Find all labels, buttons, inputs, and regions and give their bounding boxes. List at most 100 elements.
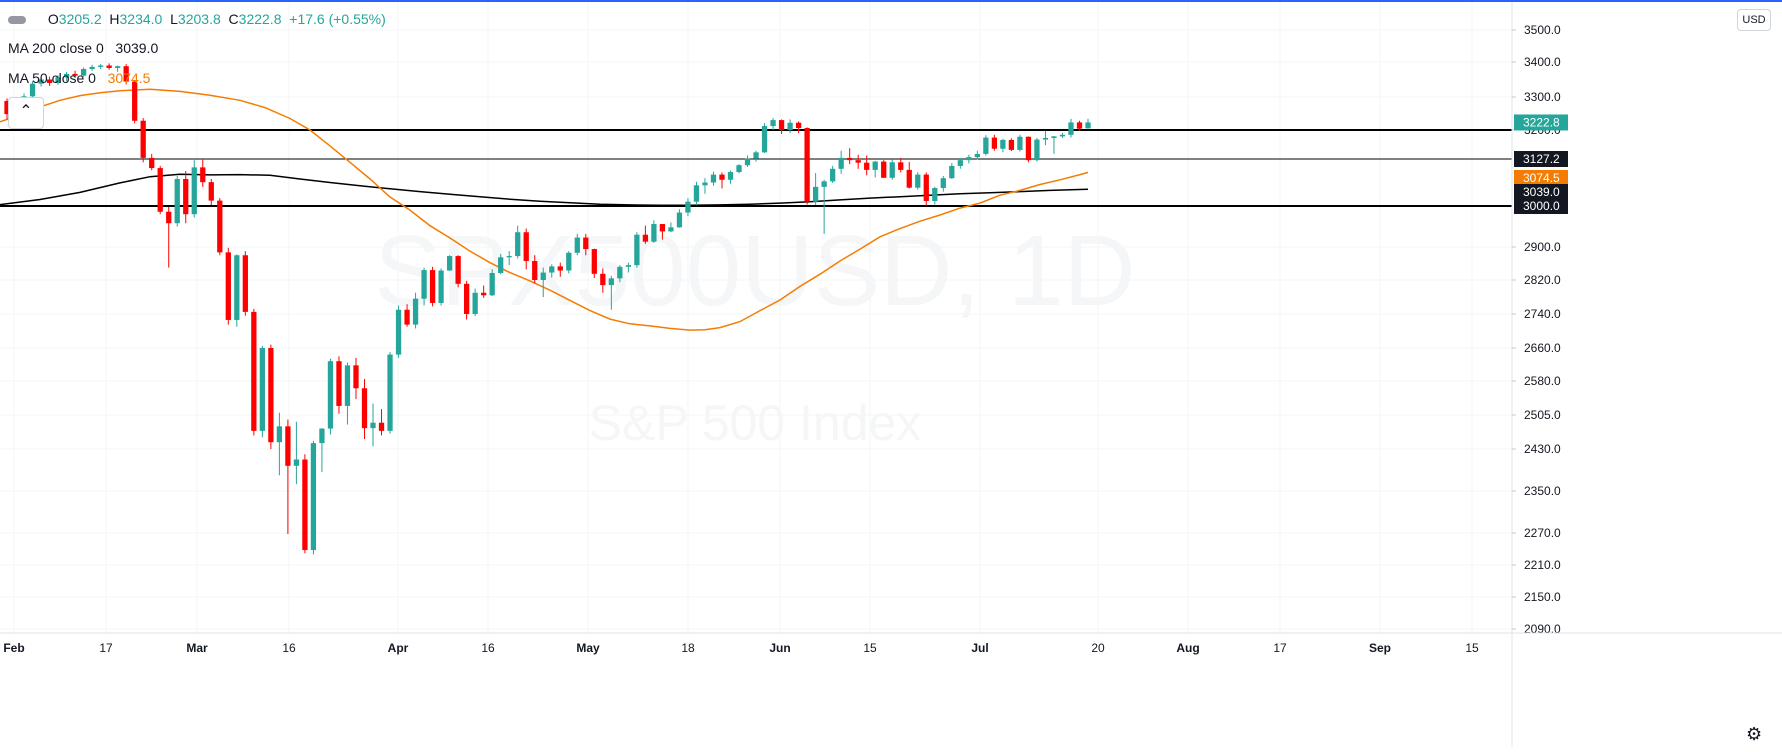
candle [55,75,61,85]
candle-body [821,181,827,187]
candle-body [293,459,300,466]
candle-body [344,365,351,406]
candle-body [166,211,172,224]
candle [566,251,572,274]
x-tick-label: Jul [971,641,988,655]
y-tick-label: 2090.0 [1524,622,1561,636]
candle [804,127,810,205]
y-tick-label: 2270.0 [1524,526,1561,540]
x-tick-label: 17 [1273,641,1287,655]
candle-body [532,261,538,280]
candle [523,228,529,270]
candle [515,225,521,259]
x-tick-label: 16 [282,641,296,655]
y-tick-label: 3300.0 [1524,90,1561,104]
candle [668,222,674,233]
candle-body [378,422,385,431]
candle [463,280,470,320]
candle [217,198,223,256]
ma50-line [0,88,1089,331]
candle-body [736,165,742,173]
candle [795,121,802,134]
candle [285,419,291,535]
candles [4,63,1091,555]
candle-body [174,178,180,224]
candle [847,148,853,165]
candle [370,403,376,447]
candle [387,352,393,434]
candle [1068,118,1074,138]
candle-body [285,426,291,466]
price-badge: 3222.8 [1514,114,1568,131]
candle [336,356,342,414]
candle-body [327,361,334,429]
currency-button[interactable]: USD [1737,9,1771,31]
candle [532,255,538,284]
candle [404,304,410,327]
candle [685,198,691,217]
candle [395,305,402,358]
candle [242,251,248,316]
open-label: O [47,11,59,27]
price-badge-label: 3074.5 [1523,171,1560,185]
candle-body [932,188,938,201]
candle [540,267,546,297]
candle [166,206,172,268]
candle-body [727,172,734,180]
candle-body [566,252,572,271]
candle [421,267,427,306]
candle-body [446,256,453,271]
candle [1042,130,1049,146]
candle-body [412,298,419,325]
candle-body [685,201,691,213]
candle-body [302,459,308,551]
candle [838,150,844,174]
gear-icon[interactable]: ⚙ [1746,724,1763,744]
candle-body [225,252,231,320]
candle-body [80,69,87,76]
series-pill[interactable] [8,16,26,25]
candle [787,119,793,134]
x-tick-label: 15 [863,641,877,655]
candle [923,172,929,206]
ma200-legend[interactable]: MA 200 close 0 3039.0 [8,40,158,56]
price-axis[interactable]: 3500.03400.03300.03200.02900.02820.02740… [1511,0,1561,747]
candle [455,255,461,288]
candle [736,164,742,174]
candle [676,209,683,228]
watermark-name: S&P 500 Index [589,395,922,451]
candle-body [872,161,878,170]
candle-body [276,426,283,443]
low-label: L [170,11,178,27]
candle-body [549,266,555,273]
candle-body [847,157,853,161]
candle-body [310,443,317,551]
candle [140,118,146,163]
candle [1051,135,1057,154]
candle-body [778,120,785,130]
candle-body [804,128,810,202]
price-badge-label: 3000.0 [1523,199,1560,213]
candle-body [608,278,614,286]
close-label: C [228,11,239,27]
candle-body [89,66,95,69]
x-tick-label: Mar [186,641,208,655]
candle-body [1076,122,1083,129]
candle-body [710,174,717,183]
candle [761,123,768,154]
candle-body [753,152,759,159]
candle [191,160,197,218]
ma50-legend[interactable]: MA 50 close 0 3074.5 [8,70,150,86]
high-label: H [109,11,120,27]
candle-body [625,265,632,267]
collapse-legend-button[interactable]: ⌃ [8,97,44,129]
ma50-label: MA 50 close 0 [8,70,96,86]
candle [634,232,640,268]
candle [949,163,955,179]
candle-body [251,311,257,431]
time-axis[interactable]: Feb 17 Mar 16 Apr 16 May 18 Jun 15 Jul 20 Aug 17 Sep 15 [0,632,1782,655]
candle-body [463,283,470,314]
x-tick-label: 20 [1091,641,1105,655]
candle-body [259,348,265,431]
